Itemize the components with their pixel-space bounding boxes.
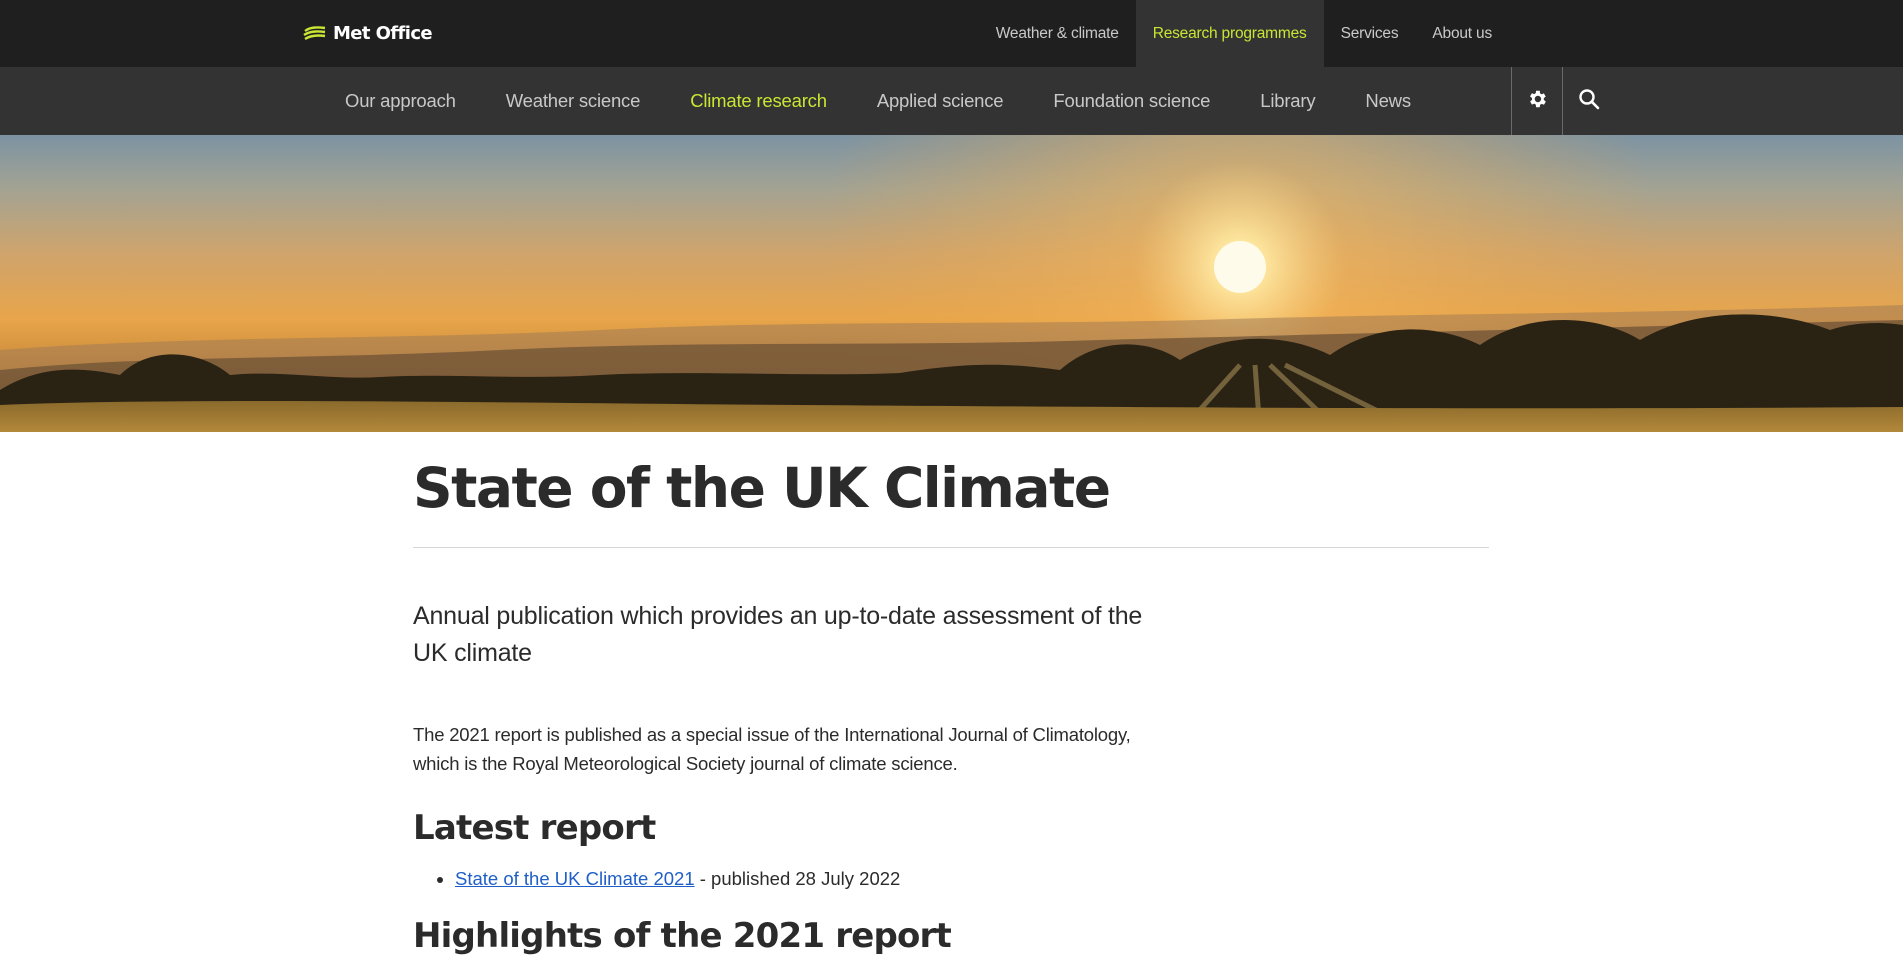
search-button[interactable] — [1563, 67, 1615, 135]
latest-report-link[interactable]: State of the UK Climate 2021 — [455, 868, 695, 890]
main-content: State of the UK Climate Annual publicati… — [413, 432, 1489, 957]
section-nav-applied-science[interactable]: Applied science — [876, 90, 1004, 111]
page-title: State of the UK Climate — [413, 456, 1111, 520]
highlights-heading: Highlights of the 2021 report — [413, 916, 952, 957]
section-nav-foundation-science[interactable]: Foundation science — [1053, 90, 1211, 111]
section-nav: Our approach Weather science Climate res… — [320, 67, 1436, 135]
top-nav-research-programmes[interactable]: Research programmes — [1135, 0, 1324, 67]
hero-image — [0, 135, 1903, 432]
section-nav-our-approach[interactable]: Our approach — [345, 90, 456, 111]
list-item: State of the UK Climate 2021 - published… — [455, 864, 1489, 894]
brand-name: Met Office — [333, 22, 433, 44]
top-nav-about-us[interactable]: About us — [1432, 25, 1492, 42]
top-nav-weather-climate[interactable]: Weather & climate — [995, 25, 1119, 42]
met-office-logo[interactable]: Met Office — [303, 20, 433, 46]
section-nav-weather-science[interactable]: Weather science — [505, 90, 641, 111]
title-divider — [413, 546, 1489, 548]
search-icon — [1577, 87, 1601, 116]
latest-report-heading: Latest report — [413, 807, 656, 848]
top-nav: Weather & climate Research programmes Se… — [979, 0, 1509, 67]
section-nav-news[interactable]: News — [1365, 90, 1411, 111]
page-intro-text: The 2021 report is published as a specia… — [413, 723, 1131, 774]
top-nav-services[interactable]: Services — [1340, 25, 1399, 42]
page-lede: Annual publication which provides an up-… — [413, 601, 1143, 667]
latest-report-date: - published 28 July 2022 — [694, 868, 901, 890]
latest-report-list: State of the UK Climate 2021 - published… — [413, 864, 1489, 894]
met-office-logo-icon — [303, 26, 327, 40]
section-nav-climate-research[interactable]: Climate research — [690, 90, 827, 111]
settings-button[interactable] — [1511, 67, 1563, 135]
section-nav-library[interactable]: Library — [1260, 90, 1316, 111]
top-bar: Met Office Weather & climate Research pr… — [0, 0, 1903, 67]
section-nav-bar: Our approach Weather science Climate res… — [0, 67, 1903, 135]
gear-icon — [1526, 88, 1548, 115]
